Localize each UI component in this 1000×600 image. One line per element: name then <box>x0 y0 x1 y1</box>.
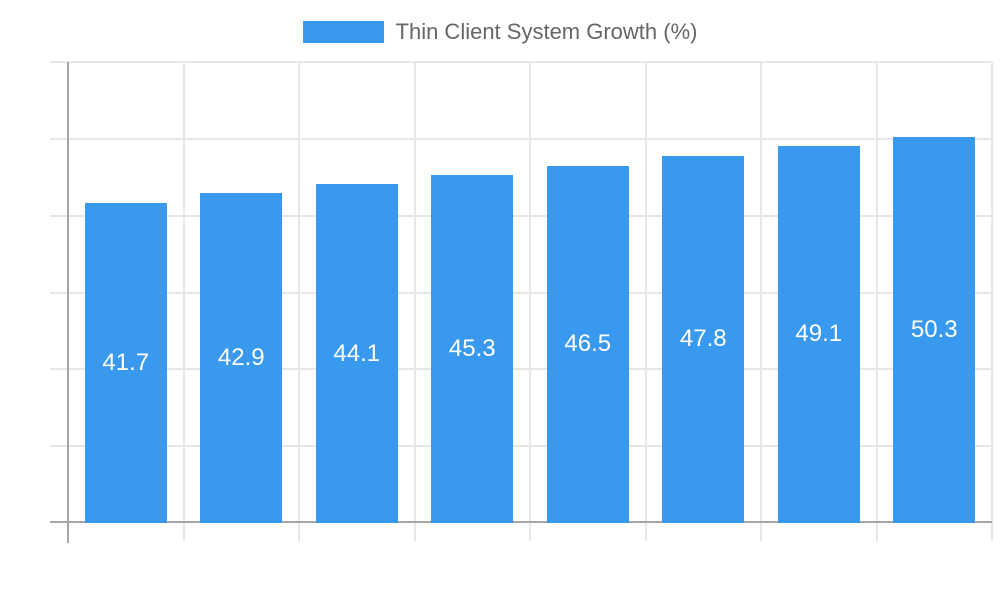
bar[interactable]: 42.9 <box>200 193 283 523</box>
x-gridline <box>182 62 185 523</box>
x-axis-tick <box>991 523 993 541</box>
x-axis-tick <box>529 523 531 541</box>
x-gridline <box>875 62 878 523</box>
bar-value-label: 45.3 <box>448 334 496 362</box>
bar-value-label: 49.1 <box>795 320 843 348</box>
x-axis-tick <box>644 523 647 541</box>
y-axis-line <box>67 62 69 543</box>
x-gridline <box>529 62 531 523</box>
bar-value-label: 41.7 <box>102 348 150 376</box>
x-axis-tick <box>413 523 416 541</box>
bar[interactable]: 41.7 <box>84 202 167 523</box>
legend[interactable]: Thin Client System Growth (%) <box>0 20 1000 43</box>
x-gridline <box>413 62 416 523</box>
x-gridline <box>760 62 762 523</box>
bar[interactable]: 49.1 <box>777 145 860 523</box>
bar-value-label: 42.9 <box>217 344 265 372</box>
bar[interactable]: 44.1 <box>315 184 398 523</box>
y-axis-tick <box>50 445 68 448</box>
x-axis-tick <box>298 523 300 541</box>
legend-swatch <box>302 20 384 43</box>
x-axis-tick <box>760 523 762 541</box>
bar[interactable]: 50.3 <box>893 136 976 523</box>
x-axis-tick <box>182 523 185 541</box>
bar[interactable]: 45.3 <box>431 174 514 523</box>
bar[interactable]: 47.8 <box>662 155 745 523</box>
bar-value-label: 47.8 <box>679 325 727 353</box>
legend-label: Thin Client System Growth (%) <box>395 19 698 44</box>
x-gridline <box>644 62 647 523</box>
y-axis-tick <box>50 214 68 217</box>
y-axis-tick <box>50 137 68 140</box>
x-gridline <box>298 62 300 523</box>
y-axis-tick <box>50 61 68 63</box>
bar-value-label: 44.1 <box>333 339 381 367</box>
y-axis-tick <box>50 368 68 371</box>
bar-value-label: 50.3 <box>910 315 958 343</box>
x-axis-tick <box>875 523 878 541</box>
y-axis-tick <box>50 291 68 294</box>
x-axis-line <box>50 521 992 523</box>
bar[interactable]: 46.5 <box>546 165 629 523</box>
bar-value-label: 46.5 <box>564 330 612 358</box>
x-gridline <box>991 62 993 523</box>
